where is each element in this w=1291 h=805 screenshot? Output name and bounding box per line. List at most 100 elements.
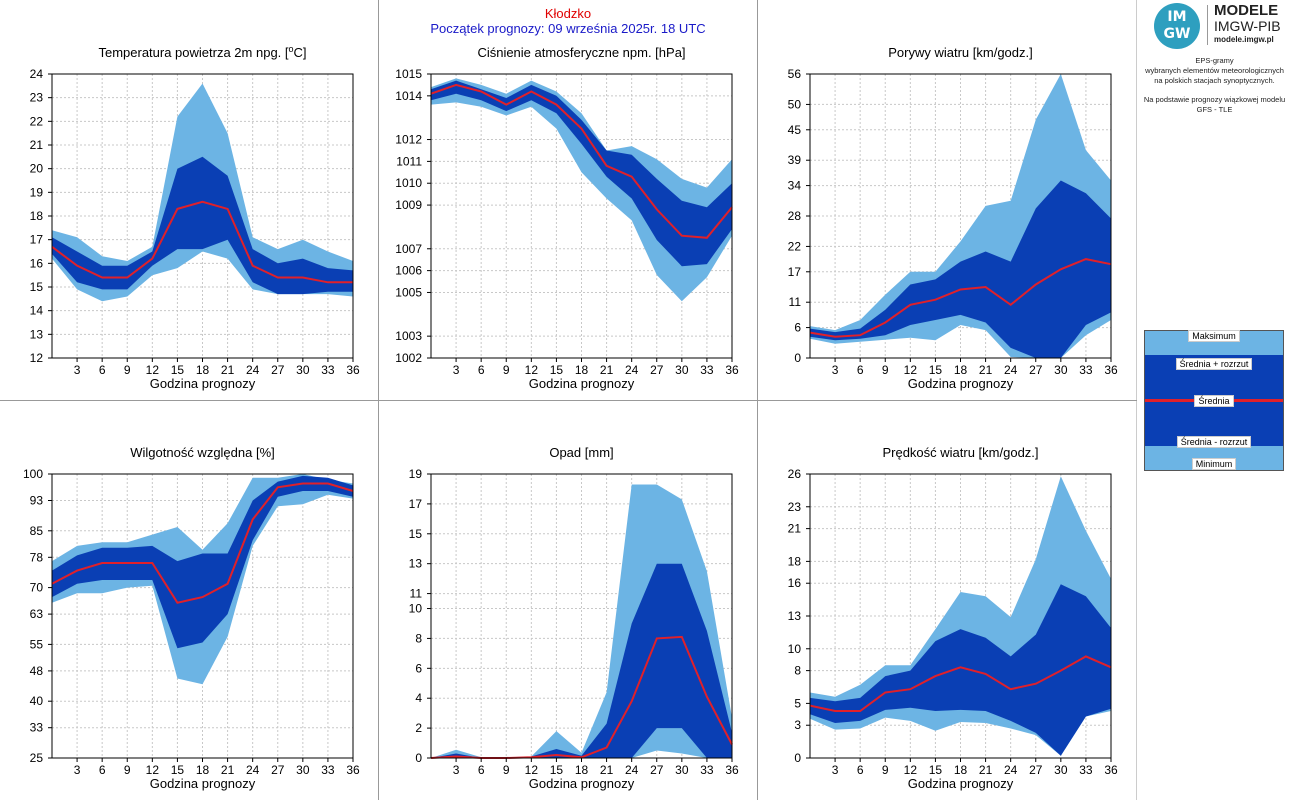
x-tick-label: 18 — [954, 763, 968, 777]
band-spread — [810, 584, 1111, 756]
y-tick-label: 55 — [30, 637, 44, 651]
station-name: Kłodzko — [544, 6, 592, 21]
y-tick-label: 19 — [30, 185, 44, 199]
y-tick-label: 25 — [30, 751, 44, 765]
y-tick-label: 21 — [30, 138, 44, 152]
legend-label-mean-plus: Średnia + rozrzut — [1145, 358, 1283, 370]
x-tick-label: 36 — [346, 763, 360, 777]
x-tick-label: 21 — [979, 763, 993, 777]
x-tick-label: 15 — [929, 763, 943, 777]
x-tick-label: 12 — [146, 363, 160, 377]
x-tick-label: 9 — [882, 363, 889, 377]
x-tick-label: 6 — [99, 363, 106, 377]
y-tick-label: 18 — [30, 209, 44, 223]
forecast-start-text: Początek prognozy: 09 września 2025r. 18… — [430, 21, 706, 36]
y-tick-label: 40 — [30, 694, 44, 708]
chart-temperature: Temperatura powietrza 2m npg. [oC]3 6 9 12 1… — [30, 44, 360, 391]
x-tick-label: 9 — [882, 763, 889, 777]
band-spread — [52, 156, 353, 295]
y-tick-label: 1015 — [395, 67, 422, 81]
x-tick-label: 24 — [1004, 363, 1018, 377]
y-tick-label: 2 — [415, 721, 422, 735]
y-tick-label: 4 — [415, 691, 422, 705]
eps-charts-area: Temperatura powietrza 2m npg. [oC] 3 6 9 12 1… — [0, 0, 1138, 800]
x-tick-label: 21 — [600, 763, 614, 777]
mean-line — [51, 200, 353, 284]
y-tick-label: 16 — [788, 576, 802, 590]
x-tick-label: 27 — [1029, 763, 1043, 777]
y-tick-label: 13 — [409, 557, 423, 571]
x-tick-label: 21 — [221, 763, 235, 777]
y-tick-label: 14 — [30, 304, 44, 318]
x-tick-label: 36 — [725, 763, 739, 777]
x-axis-label: Godzina prognozy — [529, 776, 635, 791]
x-tick-label: 6 — [478, 763, 485, 777]
mean-line — [430, 83, 733, 239]
y-tick-label: 15 — [409, 527, 423, 541]
y-tick-label: 1006 — [395, 264, 422, 278]
x-tick-label: 24 — [246, 363, 260, 377]
logo-divider — [1207, 5, 1208, 45]
y-tick-label: 78 — [30, 550, 44, 564]
y-tick-label: 5 — [794, 696, 801, 710]
legend-label-min: Minimum — [1145, 458, 1283, 470]
y-tick-label: 17 — [409, 497, 423, 511]
y-tick-label: 10 — [788, 642, 802, 656]
desc-line-1: EPS-gramy — [1195, 56, 1234, 65]
logo-mark-line2: GW — [1163, 26, 1191, 42]
y-tick-label: 6 — [415, 661, 422, 675]
legend-label-mean: Średnia — [1145, 395, 1283, 407]
y-tick-label: 11 — [789, 295, 802, 309]
eps-charts-canvas: Temperatura powietrza 2m npg. [oC]3 6 9 12 1… — [0, 0, 1138, 800]
x-tick-label: 15 — [929, 363, 943, 377]
x-axis-label: Godzina prognozy — [529, 376, 635, 391]
chart-wind-speed: Prędkość wiatru [km/godz.]3 6 9 12 15 18 21 24 2… — [788, 445, 1118, 791]
y-tick-label: 22 — [30, 114, 44, 128]
desc-line-4: Na podstawie prognozy wiązkowej modelu — [1143, 95, 1286, 104]
x-tick-label: 15 — [550, 763, 564, 777]
y-tick-label: 17 — [788, 265, 802, 279]
y-tick-label: 1007 — [395, 242, 422, 256]
x-tick-label: 36 — [346, 363, 360, 377]
x-tick-label: 33 — [321, 363, 335, 377]
y-tick-label: 34 — [788, 179, 802, 193]
x-axis-label: Godzina prognozy — [150, 376, 256, 391]
x-tick-label: 6 — [478, 363, 485, 377]
x-tick-label: 30 — [675, 763, 689, 777]
chart-pressure: Ciśnienie atmosferyczne npm. [hPa]3 6 9 12 1… — [395, 45, 739, 391]
mean-line — [809, 655, 1112, 712]
y-tick-label: 93 — [30, 494, 44, 508]
y-tick-label: 70 — [30, 581, 44, 595]
y-tick-label: 1005 — [395, 285, 422, 299]
y-tick-label: 23 — [30, 91, 44, 105]
x-tick-label: 18 — [196, 763, 210, 777]
y-tick-label: 1014 — [395, 89, 422, 103]
x-tick-label: 27 — [650, 363, 664, 377]
x-tick-label: 27 — [1029, 363, 1043, 377]
logo-mark-line1: IM — [1167, 9, 1187, 25]
chart-title: Opad [mm] — [549, 445, 613, 460]
y-tick-label: 16 — [30, 256, 44, 270]
x-tick-label: 24 — [246, 763, 260, 777]
x-tick-label: 33 — [700, 363, 714, 377]
y-tick-label: 26 — [788, 467, 802, 481]
x-axis-label: Godzina prognozy — [908, 776, 1014, 791]
imgw-logo[interactable]: IM GW MODELE IMGW-PIB modele.imgw.pl — [1146, 0, 1283, 50]
y-tick-label: 1003 — [395, 329, 422, 343]
x-tick-label: 15 — [171, 363, 185, 377]
x-tick-label: 30 — [296, 763, 310, 777]
desc-line-5: GFS - TLE — [1196, 105, 1233, 114]
x-tick-label: 3 — [74, 363, 81, 377]
x-tick-label: 30 — [1054, 363, 1068, 377]
x-tick-label: 24 — [625, 363, 639, 377]
x-tick-label: 24 — [625, 763, 639, 777]
chart-title: Porywy wiatru [km/godz.] — [888, 45, 1033, 60]
x-tick-label: 6 — [857, 763, 864, 777]
x-tick-label: 33 — [1079, 363, 1093, 377]
y-tick-label: 24 — [30, 67, 44, 81]
x-tick-label: 15 — [171, 763, 185, 777]
x-tick-label: 9 — [503, 763, 510, 777]
y-tick-label: 28 — [788, 209, 802, 223]
y-tick-label: 21 — [788, 522, 802, 536]
chart-title: Prędkość wiatru [km/godz.] — [882, 445, 1038, 460]
